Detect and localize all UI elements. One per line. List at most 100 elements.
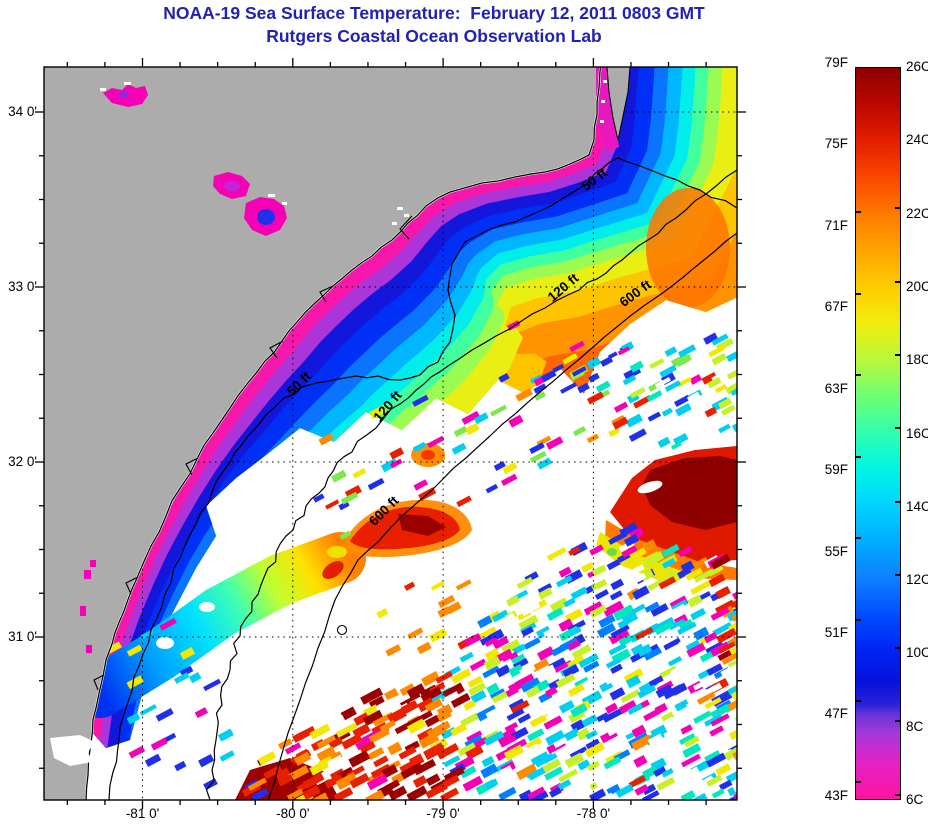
noise-speck	[580, 561, 595, 573]
noise-speck	[682, 743, 702, 758]
colorbar-label-47F: 47F	[824, 706, 848, 722]
noise-speck	[498, 786, 517, 800]
noise-speck	[551, 642, 570, 657]
noise-speck	[425, 782, 448, 799]
noise-speck	[622, 374, 637, 386]
noise-speck	[515, 673, 535, 688]
noise-speck	[664, 380, 682, 392]
land-cloud-patch	[50, 735, 95, 766]
colorbar-tick	[856, 700, 861, 703]
noise-speck	[708, 345, 726, 358]
noise-speck	[473, 412, 489, 425]
noise-speck	[558, 768, 579, 783]
noise-speck	[647, 578, 665, 592]
noise-speck	[498, 372, 510, 383]
noise-speck	[711, 788, 725, 799]
noise-speck	[677, 567, 692, 579]
noise-speck	[671, 784, 688, 797]
noise-speck	[420, 686, 443, 703]
noise-speck	[277, 774, 294, 787]
noise-speck	[488, 594, 509, 611]
noise-speck	[686, 391, 702, 405]
noise-speck	[485, 784, 502, 799]
noise-speck	[316, 734, 337, 749]
noise-speck	[568, 546, 581, 556]
colorbar-label-59F: 59F	[824, 462, 848, 478]
noise-speck	[523, 637, 541, 650]
noise-speck	[544, 568, 562, 582]
noise-speck	[503, 744, 525, 761]
noise-speck	[553, 736, 568, 749]
green-speck	[607, 548, 617, 556]
noise-speck	[646, 390, 663, 402]
noise-speck	[678, 732, 696, 746]
noise-speck	[365, 789, 385, 800]
noise-speck	[664, 568, 680, 582]
noise-speck	[520, 677, 541, 693]
noise-speck	[525, 686, 541, 699]
noise-speck	[424, 714, 440, 728]
noise-speck	[496, 727, 518, 744]
noise-speck	[664, 346, 678, 357]
noise-speck	[203, 678, 222, 692]
noise-speck	[467, 675, 484, 689]
noise-speck	[715, 586, 731, 600]
noise-speck	[706, 774, 723, 787]
noise-speck	[529, 442, 545, 455]
noise-speck	[642, 783, 657, 796]
noise-speck	[459, 712, 479, 728]
land-fill	[44, 67, 601, 800]
noise-speck	[484, 648, 500, 661]
noise-speck	[335, 772, 358, 790]
noise-speck	[572, 426, 587, 437]
noise-speck	[387, 741, 403, 756]
colorbar-label-10C: 10C	[906, 645, 928, 661]
noise-speck	[375, 696, 399, 715]
noise-speck	[609, 687, 626, 701]
noise-speck	[586, 356, 602, 370]
colorbar-label-51F: 51F	[824, 625, 848, 641]
map-title-line2: Rutgers Coastal Ocean Observation Lab	[266, 26, 602, 46]
x-tick-label: -78 0'	[576, 806, 611, 821]
noise-speck	[693, 792, 709, 800]
noise-speck	[717, 649, 732, 661]
noise-speck	[617, 617, 631, 629]
noise-speck	[602, 708, 623, 723]
colorbar-label-75F: 75F	[824, 136, 848, 152]
noise-speck	[521, 626, 534, 637]
noise-speck	[286, 788, 304, 800]
noise-speck	[400, 762, 424, 780]
noise-speck	[517, 713, 532, 724]
depth-contour-600ft	[267, 232, 737, 800]
river-cold-water	[596, 67, 619, 152]
noise-speck	[660, 711, 675, 723]
small-island-contour	[336, 624, 348, 636]
noise-speck	[650, 724, 668, 739]
colorbar-tick	[856, 292, 861, 295]
noise-speck	[495, 612, 515, 627]
noise-speck	[585, 738, 601, 751]
noise-speck	[362, 709, 384, 727]
noise-speck	[685, 773, 703, 789]
noise-speck	[663, 637, 682, 651]
noise-speck	[534, 391, 546, 401]
noise-speck	[591, 578, 608, 592]
noise-speck	[328, 737, 344, 749]
noise-speck	[318, 433, 334, 446]
noise-speck	[649, 358, 665, 370]
noise-speck	[527, 786, 546, 800]
depth-contour-50ft	[108, 157, 737, 800]
noise-speck	[552, 363, 565, 373]
noise-speck	[379, 719, 396, 733]
noise-speck	[493, 460, 506, 472]
noise-speck	[498, 765, 513, 778]
noise-speck	[680, 724, 693, 735]
noise-speck	[648, 675, 664, 688]
noise-speck	[710, 703, 731, 719]
noise-speck	[563, 597, 576, 608]
noise-speck	[442, 774, 460, 788]
lake-core	[257, 209, 275, 225]
noise-speck	[483, 655, 502, 671]
noise-speck	[701, 371, 718, 385]
noise-speck	[353, 712, 370, 726]
